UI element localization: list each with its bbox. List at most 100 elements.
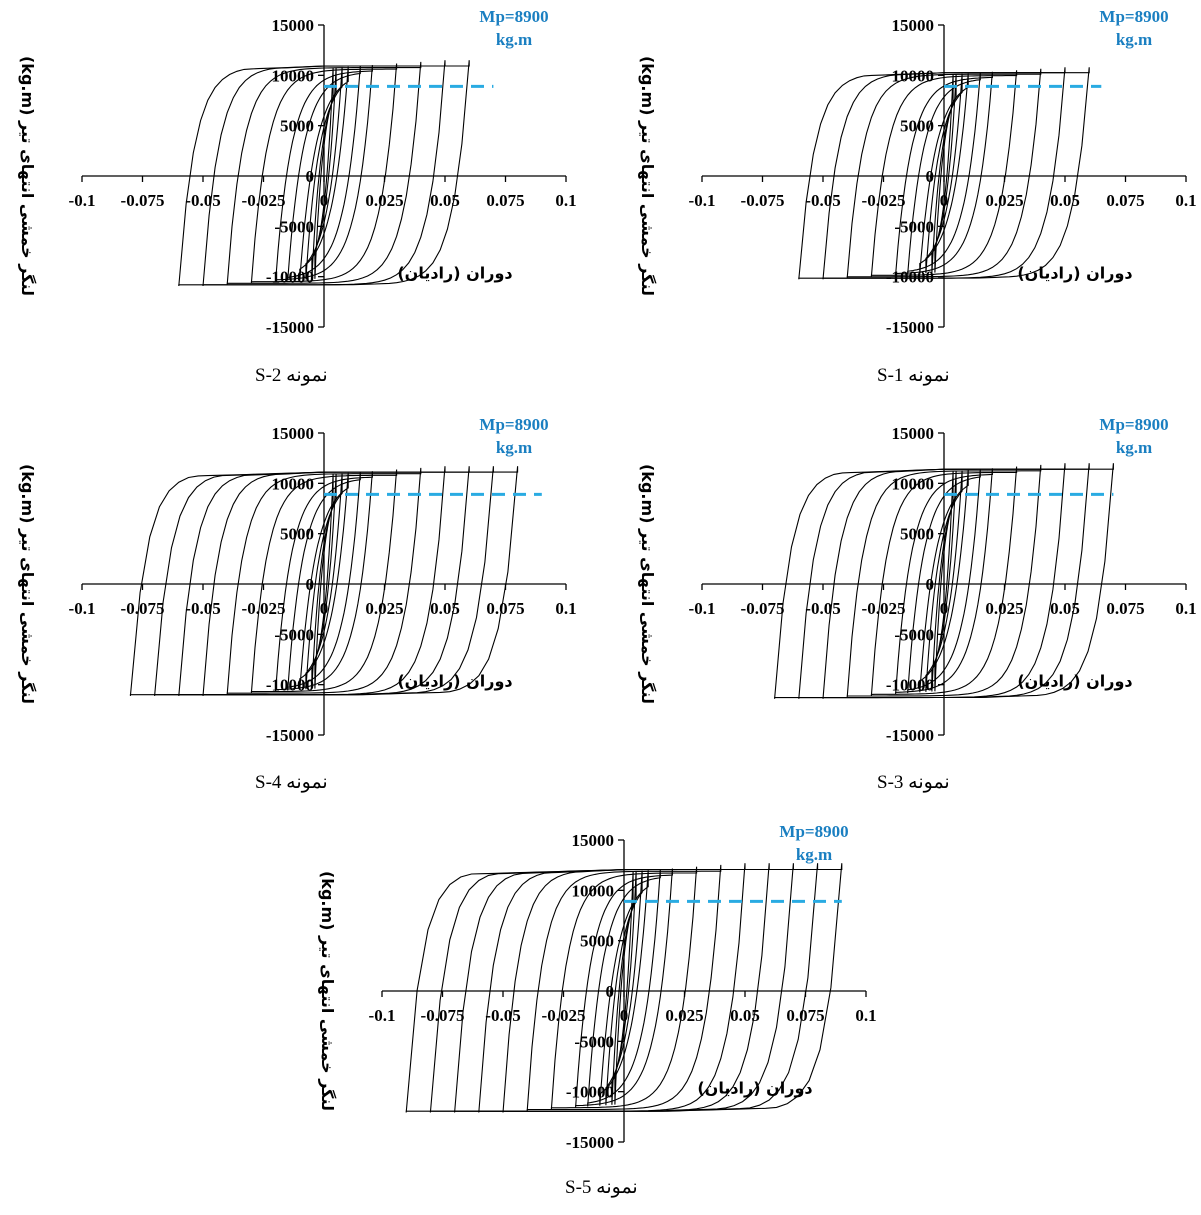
- y-tick-label: 5000: [900, 117, 934, 136]
- x-tick-label: -0.05: [185, 599, 220, 618]
- caption-s4: نمونه S-4: [255, 772, 328, 793]
- x-tick-label: -0.1: [689, 191, 716, 210]
- hysteresis-loop: [526, 864, 722, 1111]
- x-axis-title: دوران (رادیان): [397, 671, 512, 690]
- x-axis-title: دوران (رادیان): [1017, 671, 1132, 690]
- hysteresis-loop: [599, 870, 649, 1106]
- hysteresis-loop: [919, 73, 969, 274]
- hysteresis-loops: [798, 67, 1090, 280]
- x-tick-label: 0: [320, 599, 329, 618]
- caption-s1: نمونه S-1: [877, 365, 950, 386]
- y-tick-label: -5000: [894, 217, 934, 236]
- y-axis-title: لنگر خمشی انتهای تیر (kg.m): [318, 871, 337, 1111]
- hysteresis-loop: [275, 65, 373, 282]
- x-tick-label: -0.1: [69, 191, 96, 210]
- x-tick-label: 0.075: [486, 191, 524, 210]
- mp-unit-label: kg.m: [1116, 438, 1152, 457]
- hysteresis-loop: [178, 60, 470, 287]
- x-tick-label: -0.05: [805, 599, 840, 618]
- hysteresis-loop: [870, 70, 1018, 277]
- y-tick-label: -5000: [274, 625, 314, 644]
- y-tick-label: 0: [306, 167, 315, 186]
- y-tick-label: 5000: [900, 525, 934, 544]
- x-tick-label: 0.1: [1175, 599, 1196, 618]
- x-tick-label: -0.05: [185, 191, 220, 210]
- hysteresis-loop: [226, 467, 422, 695]
- y-tick-label: -10000: [566, 1083, 614, 1102]
- hysteresis-loop: [250, 63, 398, 283]
- y-tick-label: -15000: [886, 726, 934, 745]
- mp-unit-label: kg.m: [1116, 30, 1152, 49]
- x-tick-label: -0.025: [862, 599, 906, 618]
- y-tick-label: -5000: [574, 1032, 614, 1051]
- x-tick-label: 0.1: [855, 1006, 876, 1025]
- hysteresis-loops: [178, 60, 470, 287]
- y-tick-label: 5000: [580, 932, 614, 951]
- x-tick-label: 0.075: [1106, 191, 1144, 210]
- y-tick-label: 0: [606, 982, 615, 1001]
- caption-s3: نمونه S-3: [877, 772, 950, 793]
- hysteresis-loop: [919, 469, 969, 693]
- x-tick-label: 0.1: [555, 191, 576, 210]
- x-tick-label: -0.025: [242, 191, 286, 210]
- hysteresis-loop: [774, 463, 1114, 699]
- x-tick-label: 0.025: [665, 1006, 703, 1025]
- chart-panel-s5: -0.1 -0.075 -0.05 -0.025 0 0.025 0.05 0.075 0.1 1…: [300, 815, 900, 1215]
- y-axis-title: لنگر خمشی انتهای تیر (kg.m): [638, 56, 657, 296]
- y-tick-label: -10000: [266, 268, 314, 287]
- y-tick-label: 10000: [572, 881, 615, 900]
- y-tick-label: 0: [306, 575, 315, 594]
- hysteresis-loop: [846, 68, 1042, 278]
- hysteresis-loop: [405, 863, 843, 1113]
- chart-panel-s2: -0.1 -0.075 -0.05 -0.025 0 0.025 0.05 0.075 0.1 1…: [0, 0, 600, 400]
- y-axis-title: لنگر خمشی انتهای تیر (kg.m): [18, 464, 37, 704]
- chart-svg: -0.1 -0.075 -0.05 -0.025 0 0.025 0.05 0.075 0.1 1…: [18, 7, 577, 337]
- chart-svg: -0.1 -0.075 -0.05 -0.025 0 0.025 0.05 0.075 0.1 1…: [638, 415, 1197, 745]
- y-tick-label: 15000: [572, 831, 615, 850]
- y-tick-label: 10000: [892, 66, 935, 85]
- x-tick-label: -0.1: [69, 599, 96, 618]
- x-tick-label: 0.075: [1106, 599, 1144, 618]
- chart-panel-s3: -0.1 -0.075 -0.05 -0.025 0 0.025 0.05 0.075 0.1 1…: [620, 408, 1201, 808]
- hysteresis-loop: [250, 469, 398, 693]
- hysteresis-loop: [895, 468, 993, 694]
- y-tick-label: -10000: [266, 676, 314, 695]
- x-tick-label: 0: [320, 191, 329, 210]
- x-tick-label: 0.075: [786, 1006, 824, 1025]
- chart-svg: -0.1 -0.075 -0.05 -0.025 0 0.025 0.05 0.075 0.1 1…: [18, 415, 577, 745]
- x-tick-label: -0.025: [242, 599, 286, 618]
- chart-panel-s4: -0.1 -0.075 -0.05 -0.025 0 0.025 0.05 0.075 0.1 1…: [0, 408, 600, 808]
- x-tick-label: 0.05: [730, 1006, 760, 1025]
- x-tick-label: 0: [940, 191, 949, 210]
- y-tick-label: 10000: [272, 474, 315, 493]
- hysteresis-loops: [774, 463, 1114, 699]
- y-tick-label: 15000: [892, 16, 935, 35]
- chart-svg: -0.1 -0.075 -0.05 -0.025 0 0.025 0.05 0.075 0.1 1…: [318, 822, 877, 1152]
- mp-label: Mp=8900: [1099, 7, 1168, 26]
- y-tick-label: 5000: [280, 525, 314, 544]
- x-tick-label: -0.075: [741, 599, 785, 618]
- chart-panel-s1: -0.1 -0.075 -0.05 -0.025 0 0.025 0.05 0.075 0.1 1…: [620, 0, 1201, 400]
- hysteresis-loop: [305, 473, 343, 690]
- x-tick-label: -0.025: [542, 1006, 586, 1025]
- x-tick-label: -0.025: [862, 191, 906, 210]
- y-tick-label: -15000: [886, 318, 934, 337]
- mp-unit-label: kg.m: [496, 438, 532, 457]
- hysteresis-loop: [275, 471, 373, 692]
- hysteresis-loop: [870, 466, 1018, 696]
- hysteresis-loop: [798, 67, 1090, 280]
- hysteresis-loops: [405, 863, 843, 1113]
- x-tick-label: -0.075: [121, 191, 165, 210]
- hysteresis-loop: [299, 472, 349, 690]
- hysteresis-loop: [925, 73, 963, 274]
- x-tick-label: 0: [620, 1006, 629, 1025]
- mp-unit-label: kg.m: [796, 845, 832, 864]
- x-tick-label: 0.05: [1050, 191, 1080, 210]
- y-tick-label: -15000: [266, 726, 314, 745]
- x-tick-label: 0.025: [985, 599, 1023, 618]
- x-tick-label: 0: [940, 599, 949, 618]
- x-tick-label: -0.075: [421, 1006, 465, 1025]
- x-tick-label: 0.05: [430, 191, 460, 210]
- y-tick-label: 15000: [892, 424, 935, 443]
- x-tick-label: 0.025: [985, 191, 1023, 210]
